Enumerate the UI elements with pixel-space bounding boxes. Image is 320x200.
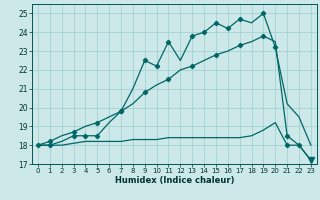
X-axis label: Humidex (Indice chaleur): Humidex (Indice chaleur) — [115, 176, 234, 185]
